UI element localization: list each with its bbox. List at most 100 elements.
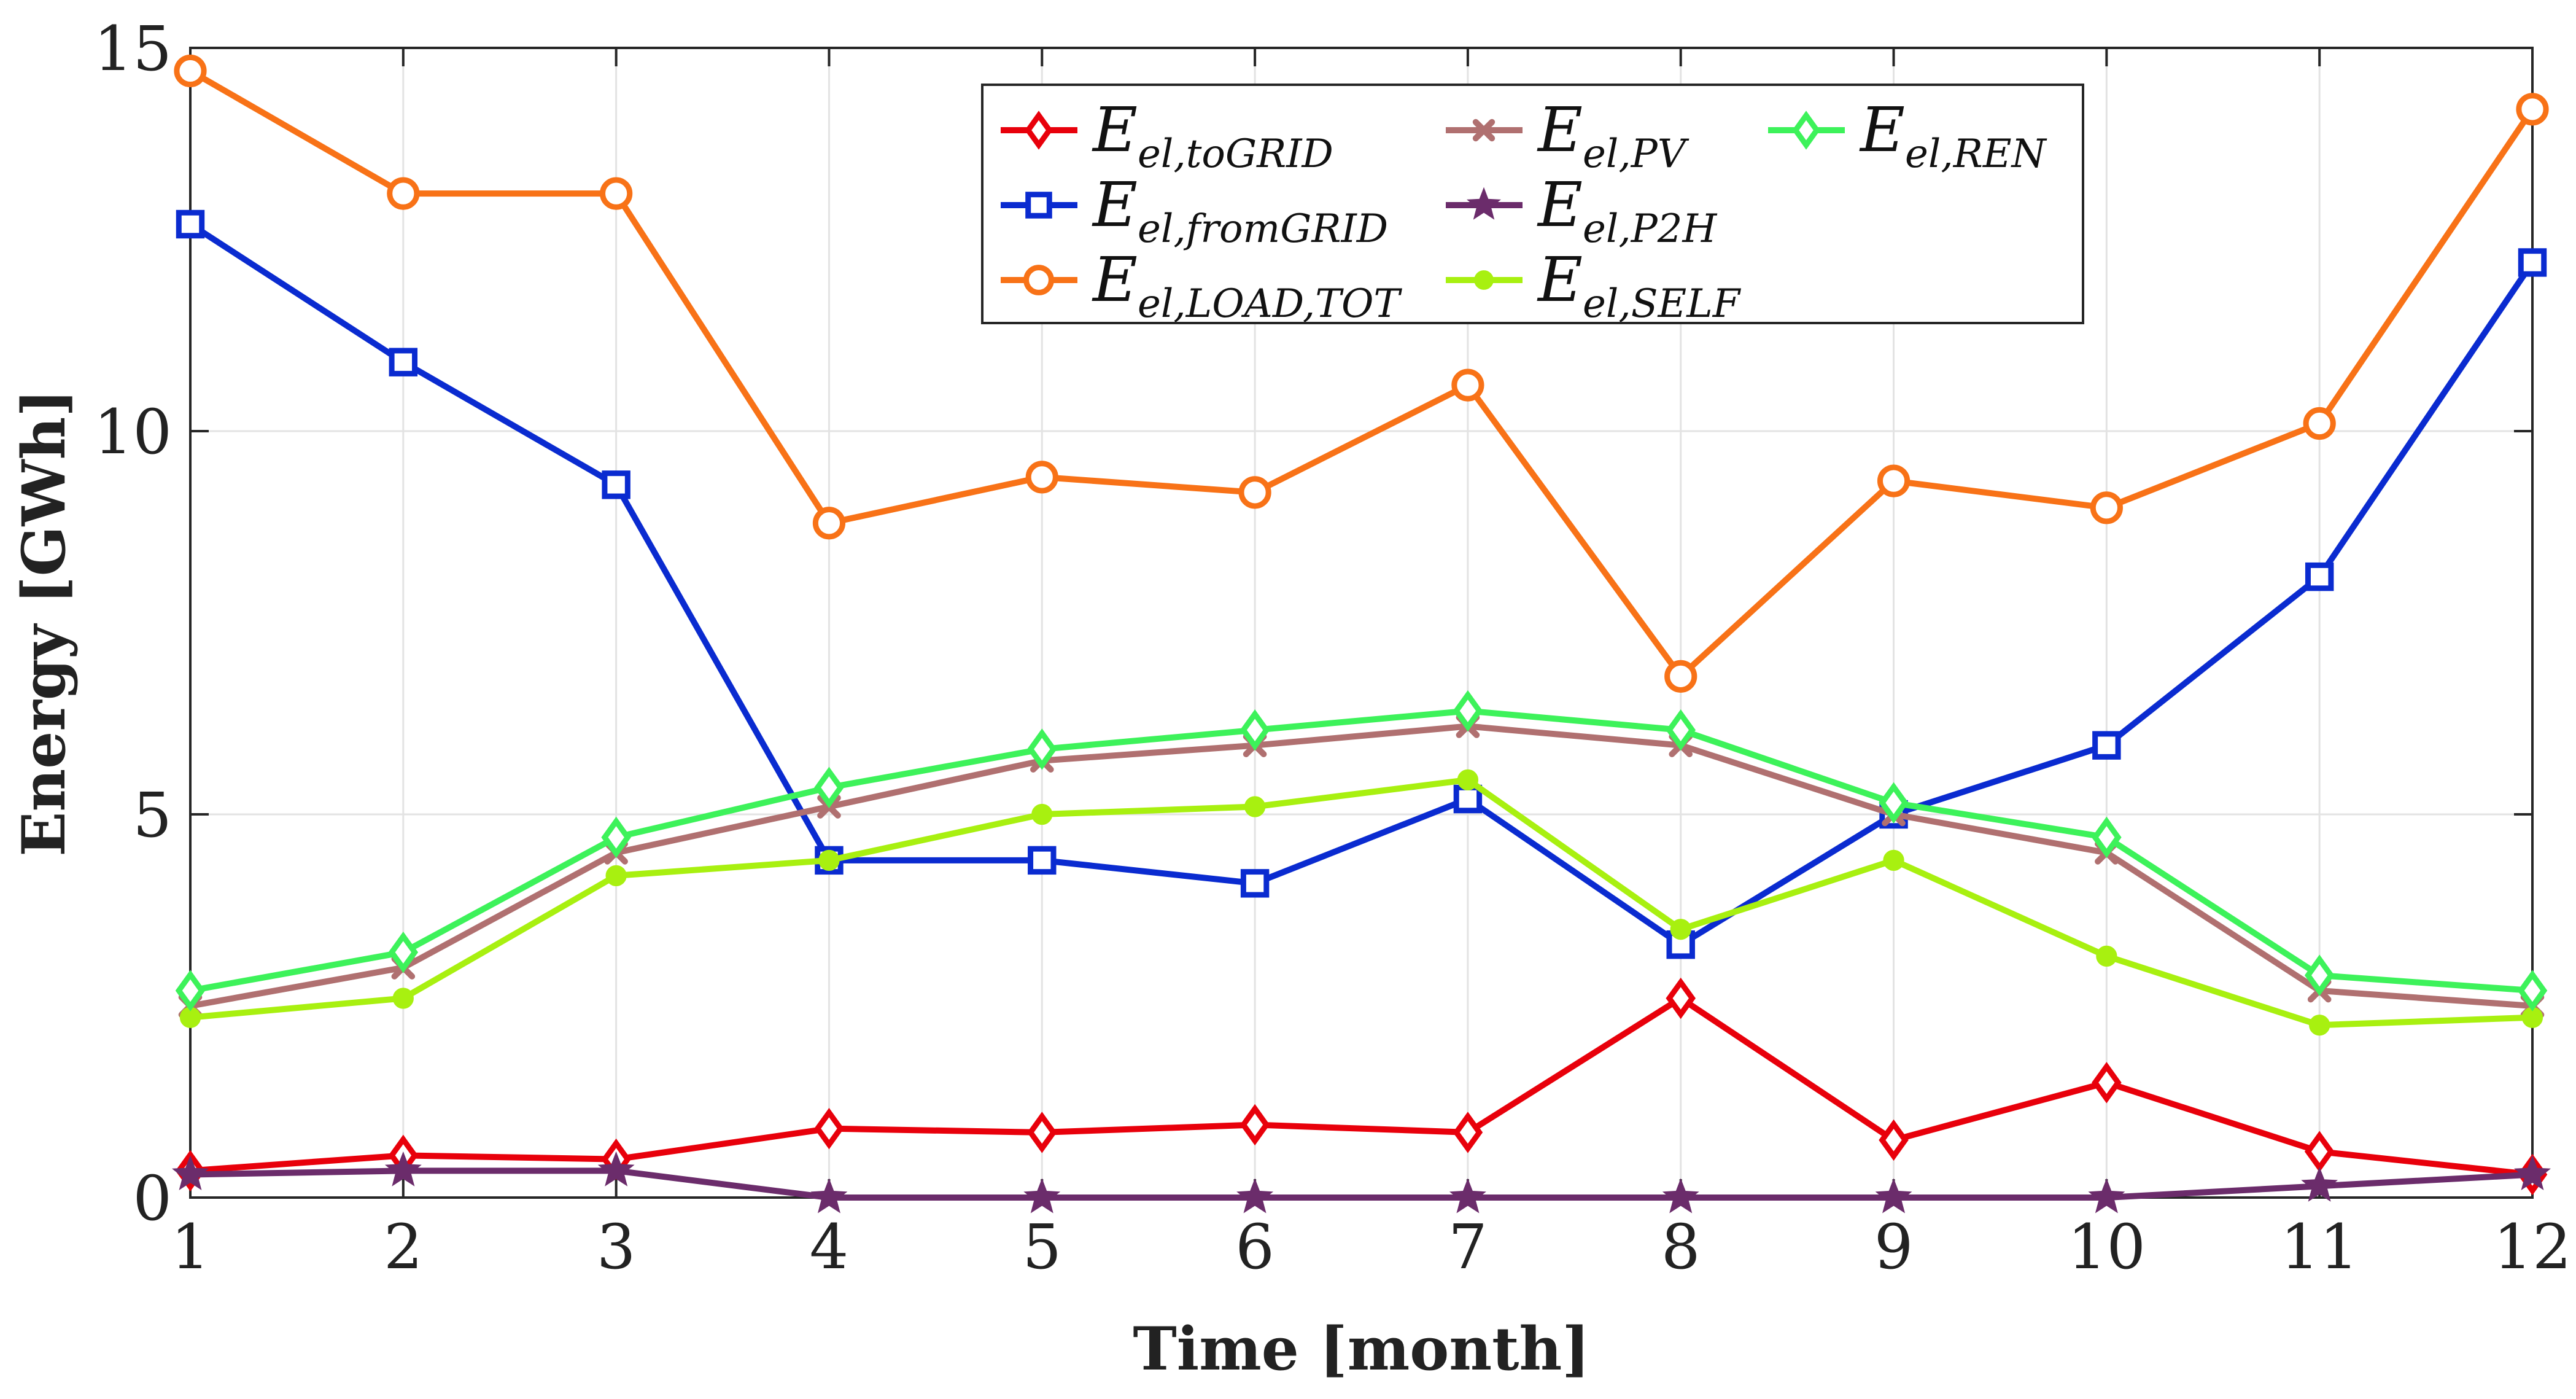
data-point-p2h — [810, 1178, 848, 1214]
legend-label-subscript: el,fromGRID — [1138, 206, 1388, 252]
data-point-loadtot — [2303, 407, 2336, 440]
x-tick-label: 4 — [810, 1211, 849, 1283]
legend-entry-self: Eel,SELF — [1446, 244, 1742, 327]
legend-swatch-marker — [1472, 119, 1496, 142]
data-point-self — [818, 849, 840, 871]
data-point-loadtot — [812, 507, 846, 540]
data-point-togrid — [1027, 1112, 1057, 1153]
data-point-fromgrid — [1240, 869, 1270, 898]
data-point-p2h — [2301, 1166, 2338, 1202]
data-point-ren — [388, 931, 419, 973]
data-point-self — [605, 865, 627, 886]
legend-entry-togrid: Eel,toGRID — [1001, 94, 1333, 177]
legend-label-subscript: el,REN — [1905, 131, 2047, 177]
data-point-fromgrid — [602, 470, 630, 499]
data-point-self — [392, 988, 414, 1009]
x-tick-label: 6 — [1235, 1211, 1274, 1283]
series-line-fromgrid — [188, 221, 2535, 948]
data-point-loadtot — [1025, 461, 1058, 494]
series-self — [179, 769, 2543, 1036]
x-tick-label: 3 — [597, 1211, 636, 1283]
legend-label-loadtot: Eel,LOAD,TOT — [1092, 244, 1402, 327]
data-point-p2h — [172, 1155, 209, 1190]
legend-label-subscript: el,PV — [1583, 131, 1690, 177]
data-point-togrid — [2092, 1062, 2122, 1104]
data-point-togrid — [814, 1107, 844, 1150]
legend-label-base: E — [1092, 169, 1138, 241]
x-axis-title: Time [month] — [1133, 1314, 1589, 1384]
legend-entry-fromgrid: Eel,fromGRID — [1001, 169, 1388, 252]
series-loadtot — [174, 54, 2549, 693]
data-point-loadtot — [1238, 476, 1271, 509]
data-point-self — [1457, 769, 1479, 790]
data-point-ren — [1666, 709, 1696, 751]
legend-label-self: Eel,SELF — [1537, 244, 1742, 327]
series-line-self — [190, 776, 2533, 1029]
legend-label-base: E — [1092, 244, 1138, 316]
data-point-togrid — [1666, 977, 1696, 1019]
data-point-ren — [814, 766, 844, 809]
series-p2h — [172, 1151, 2551, 1214]
data-point-self — [2309, 1015, 2330, 1036]
data-point-ren — [601, 816, 631, 859]
legend-label-pv: Eel,PV — [1537, 94, 1690, 177]
legend-label-p2h: Eel,P2H — [1537, 169, 1717, 252]
legend-label-subscript: el,LOAD,TOT — [1138, 281, 1402, 327]
data-point-togrid — [1453, 1112, 1483, 1153]
data-point-p2h — [1662, 1178, 1699, 1214]
data-point-self — [1670, 919, 1691, 940]
legend-entry-ren: Eel,REN — [1768, 94, 2047, 177]
data-point-p2h — [597, 1151, 635, 1187]
data-point-loadtot — [387, 177, 420, 210]
legend-label-subscript: el,toGRID — [1138, 131, 1333, 177]
data-point-loadtot — [1451, 368, 1484, 402]
data-point-fromgrid — [389, 348, 418, 376]
data-point-ren — [1453, 690, 1483, 732]
y-tick-label: 0 — [133, 1163, 172, 1234]
data-point-ren — [1027, 728, 1057, 770]
data-point-p2h — [384, 1151, 422, 1187]
legend-label-base: E — [1537, 94, 1583, 166]
x-tick-label: 2 — [384, 1211, 423, 1283]
legend-label-base: E — [1537, 244, 1583, 316]
data-point-fromgrid — [1453, 784, 1483, 814]
x-tick-label: 11 — [2281, 1211, 2359, 1283]
legend-swatch-marker — [1467, 187, 1501, 220]
data-point-loadtot — [600, 177, 633, 210]
data-point-ren — [1240, 709, 1270, 751]
legend-box — [981, 84, 2084, 324]
x-tick-label: 8 — [1661, 1211, 1701, 1283]
series-ren — [175, 690, 2548, 1011]
data-point-togrid — [1879, 1119, 1909, 1161]
legend-swatch-marker — [1474, 270, 1494, 290]
data-point-loadtot — [1664, 660, 1697, 693]
data-point-ren — [2517, 970, 2548, 1011]
data-point-fromgrid — [2305, 562, 2334, 591]
series-line-ren — [190, 707, 2533, 994]
data-point-self — [1244, 796, 1266, 817]
legend-label-subscript: el,P2H — [1583, 206, 1717, 252]
data-point-togrid — [1240, 1104, 1270, 1146]
data-point-loadtot — [1877, 464, 1911, 497]
legend-swatch-marker — [1023, 265, 1054, 295]
legend-label-base: E — [1537, 169, 1583, 241]
legend-entry-pv: Eel,PV — [1446, 94, 1690, 177]
data-point-p2h — [1023, 1178, 1061, 1214]
y-tick-label: 5 — [133, 779, 172, 851]
legend-label-fromgrid: Eel,fromGRID — [1092, 169, 1388, 252]
series-line-p2h — [190, 1167, 2533, 1201]
series-line-loadtot — [188, 68, 2535, 680]
data-point-p2h — [1875, 1178, 1912, 1214]
data-point-fromgrid — [2092, 731, 2121, 760]
data-point-loadtot — [2090, 491, 2123, 524]
data-point-fromgrid — [1028, 846, 1057, 875]
legend-swatch-marker — [1792, 111, 1820, 150]
y-axis-title: Energy [GWh] — [9, 389, 79, 856]
data-point-self — [2096, 945, 2117, 967]
x-tick-label: 5 — [1022, 1211, 1061, 1283]
legend-swatch-marker — [1025, 192, 1052, 219]
legend-label-base: E — [1859, 94, 1905, 166]
legend-label-ren: Eel,REN — [1859, 94, 2047, 177]
